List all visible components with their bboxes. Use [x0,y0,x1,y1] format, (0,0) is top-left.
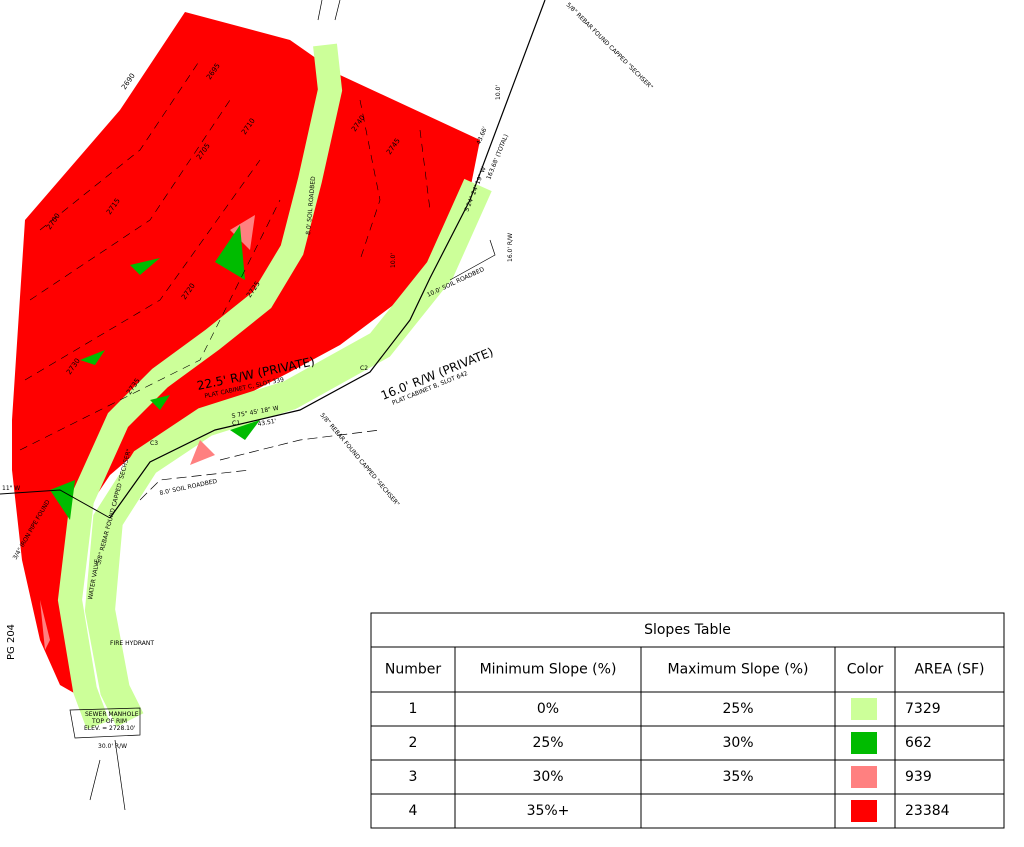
cell: 25% [532,735,563,751]
bearing: 11" W [2,485,20,492]
distance: 43.66' [475,125,489,145]
row-label: 30.0' R/W [98,743,127,750]
cell: 4 [409,803,418,819]
table-border [370,612,1005,829]
color-swatch [851,698,877,720]
monument: 5/8" REBAR FOUND CAPPED "SECHSER" [318,412,400,508]
row-label: 16.0' R/W [507,233,514,262]
flat-road-a [57,43,343,730]
cell: 23384 [905,803,950,819]
cell: 35%+ [527,803,570,819]
cell: 3 [409,769,418,785]
color-swatch [851,732,877,754]
cell: 0% [537,701,559,717]
curve: C3 [150,440,158,447]
cell: 1 [409,701,418,717]
distance: 43.51' [257,418,277,428]
utility: ELEV. = 2728.10' [84,725,136,732]
flat-road-b [84,178,492,727]
cell: 25% [722,701,753,717]
moderate-slope [50,225,260,520]
contour-label: 2690 [120,72,137,91]
curve: C1 [232,420,240,427]
roadbed-label: 8.0' SOIL ROADBED [159,478,218,497]
utility: SEWER MANHOLE [85,711,139,718]
row-label: 16.0' R/W (PRIVATE) [379,345,496,403]
column-header: AREA (SF) [914,662,984,678]
color-swatch [851,766,877,788]
column-header: Number [385,662,441,678]
distance: 163.68' (TOTAL) [485,133,510,180]
cell: 30% [722,735,753,751]
cell: 2 [409,735,418,751]
row-label: 10.0' [390,253,397,268]
column-header: Color [847,662,884,678]
cell: 7329 [905,701,941,717]
monument: 5/8" REBAR FOUND CAPPED "SECHSER" [565,1,655,91]
utility: FIRE HYDRANT [110,640,154,647]
color-swatch [851,800,877,822]
column-header: Maximum Slope (%) [668,662,809,678]
reference: PG 204 [6,624,17,660]
cell: 662 [905,735,932,751]
column-header: Minimum Slope (%) [480,662,617,678]
contour-lines [19,59,431,451]
cell: 30% [532,769,563,785]
utility: TOP OF RIM [91,718,127,725]
slope-map [0,0,546,811]
row-label: 10.0' [495,85,502,100]
slopes-table: Slopes Table Number Minimum Slope (%) Maxim… [370,612,1005,829]
steep-area [12,12,480,705]
linework [0,0,546,811]
table-title: Slopes Table [644,622,731,638]
cell: 939 [905,769,932,785]
curve: C2 [360,365,368,372]
cell: 35% [722,769,753,785]
